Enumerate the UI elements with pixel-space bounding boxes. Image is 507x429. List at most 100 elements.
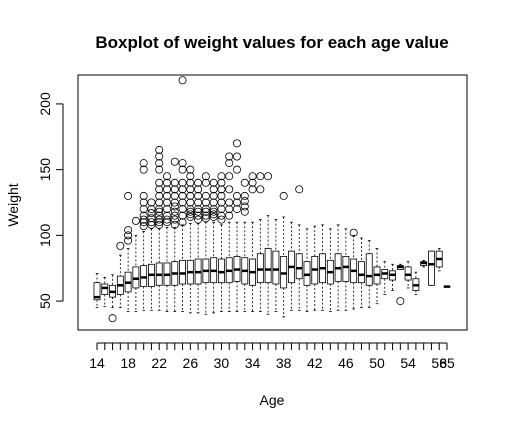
outlier-point: [139, 191, 148, 200]
box-age-37: [272, 219, 280, 312]
x-tick-label: 58: [431, 355, 447, 371]
outlier-point: [194, 215, 203, 224]
box-age-41: [303, 228, 311, 312]
y-axis: 50 100 150 200: [37, 92, 64, 309]
outlier-point: [240, 191, 249, 200]
x-tick-label: 50: [369, 355, 385, 371]
box-age-42: [311, 225, 319, 311]
outlier-point: [124, 226, 133, 235]
outlier-point: [232, 165, 241, 174]
outlier-point: [225, 211, 234, 220]
outlier-point: [162, 198, 171, 207]
outlier-point: [170, 157, 179, 166]
box-age-18: [124, 191, 133, 312]
box-age-66: [443, 285, 451, 288]
outlier-point: [201, 207, 210, 216]
outlier-point: [155, 220, 164, 229]
outlier-point: [155, 145, 164, 154]
box-iqr: [140, 265, 148, 288]
outlier-point: [155, 211, 164, 220]
outlier-point: [201, 191, 210, 200]
outlier-point: [162, 218, 171, 227]
box-iqr: [218, 258, 225, 284]
outlier-point: [201, 214, 210, 223]
box-age-49: [365, 240, 373, 309]
box-age-65: [435, 248, 443, 272]
outlier-point: [147, 220, 156, 229]
x-tick-label: 54: [400, 355, 416, 371]
outlier-point: [209, 207, 218, 216]
outlier-point: [178, 205, 187, 214]
outlier-point: [178, 165, 187, 174]
outlier-point: [186, 210, 195, 219]
outlier-point: [186, 165, 195, 174]
outlier-point: [139, 159, 148, 168]
box-iqr: [179, 259, 186, 285]
y-tick-label: 150: [37, 158, 53, 182]
outlier-point: [162, 211, 171, 220]
outlier-point: [170, 191, 179, 200]
outlier-point: [147, 205, 156, 214]
outlier-point: [147, 209, 156, 218]
box-age-46: [342, 228, 350, 311]
outlier-point: [147, 198, 156, 207]
box-age-20: [139, 159, 148, 311]
box-age-31: [225, 152, 234, 312]
box-age-36: [264, 172, 273, 315]
box-age-32: [232, 139, 241, 312]
box-age-30: [217, 172, 226, 312]
outlier-point: [232, 205, 241, 214]
box-iqr: [280, 255, 288, 289]
outlier-point: [217, 191, 226, 200]
outlier-point: [349, 228, 358, 237]
box-age-53: [396, 263, 405, 306]
outlier-point: [170, 185, 179, 194]
outlier-point: [139, 198, 148, 207]
y-tick-label: 50: [37, 293, 53, 309]
box-age-48: [358, 237, 365, 309]
box-age-33: [240, 178, 249, 312]
outlier-point: [186, 198, 195, 207]
outlier-point: [225, 172, 234, 181]
y-tick-label: 200: [37, 92, 53, 116]
outlier-point: [225, 198, 234, 207]
outlier-point: [194, 205, 203, 214]
outlier-point: [217, 215, 226, 224]
outlier-point: [209, 198, 218, 207]
outlier-point: [248, 178, 257, 187]
box-iqr: [428, 250, 435, 286]
box-iqr: [404, 266, 412, 281]
outlier-point: [155, 198, 164, 207]
outlier-point: [186, 212, 195, 221]
x-tick-label: 42: [307, 355, 323, 371]
box-age-43: [319, 224, 326, 311]
outlier-point: [147, 214, 156, 223]
box-age-27: [194, 178, 203, 314]
box-iqr: [365, 253, 373, 286]
box-age-23: [162, 172, 171, 312]
outlier-point: [178, 211, 187, 220]
outlier-point: [232, 198, 241, 207]
box-age-54: [404, 261, 412, 289]
outlier-point: [232, 152, 241, 161]
outlier-point: [155, 152, 164, 161]
outlier-point: [194, 185, 203, 194]
box-age-14: [93, 273, 101, 309]
box-iqr: [256, 253, 264, 284]
outlier-point: [225, 205, 234, 214]
outlier-point: [178, 76, 187, 85]
box-age-50: [373, 248, 381, 305]
x-tick-label: 22: [151, 355, 167, 371]
outlier-point: [139, 215, 148, 224]
box-age-19: [131, 216, 140, 312]
box-age-58: [420, 259, 428, 268]
box-iqr: [132, 266, 140, 289]
outlier-point: [178, 185, 187, 194]
outlier-point: [256, 172, 265, 181]
box-age-51: [381, 261, 389, 295]
box-age-24: [170, 157, 179, 312]
outlier-point: [240, 207, 249, 216]
outlier-point: [170, 211, 179, 220]
